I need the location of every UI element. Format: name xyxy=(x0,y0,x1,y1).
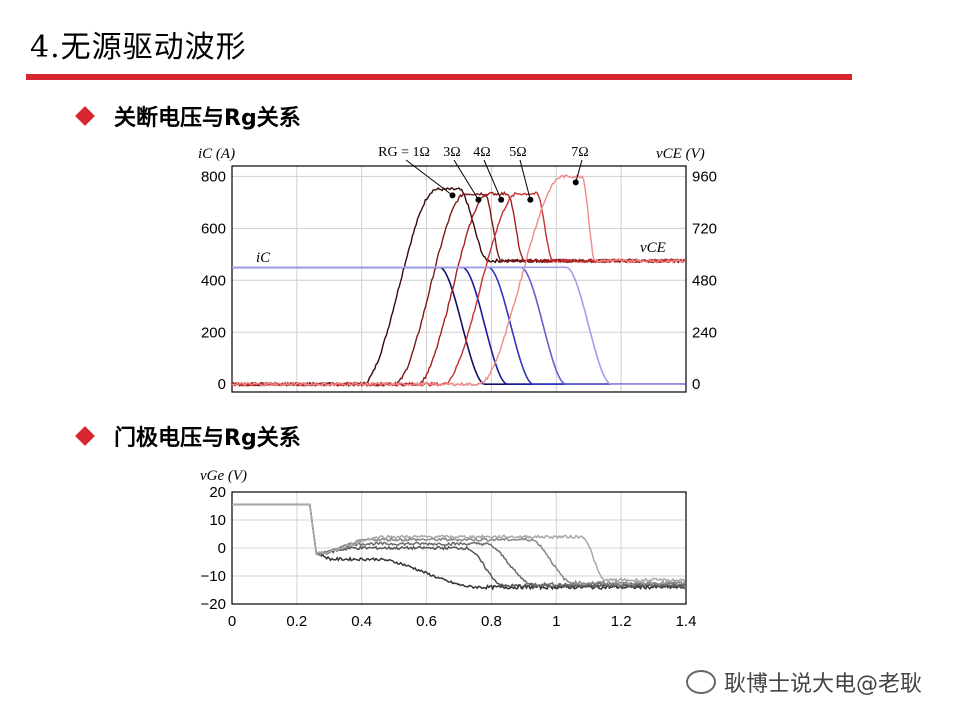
rg-label-1: 3Ω xyxy=(443,145,460,160)
x-tick-label: 0.6 xyxy=(416,613,437,630)
x-tick-label: 1.2 xyxy=(611,613,632,630)
title-rule xyxy=(26,74,852,80)
plot-frame xyxy=(231,165,687,393)
left-tick-label: 200 xyxy=(201,324,226,341)
y-tick-label: −10 xyxy=(201,568,226,585)
right-tick-label: 720 xyxy=(692,220,717,237)
rg-leader-dot xyxy=(449,192,456,199)
x-tick-label: 0.2 xyxy=(286,613,307,630)
y-tick-label: −20 xyxy=(201,596,226,613)
ic-curve-label: iC xyxy=(256,250,271,266)
vge-curve-4 xyxy=(232,503,686,584)
vce-curve-4 xyxy=(231,174,686,388)
x-tick-label: 1 xyxy=(552,613,560,630)
watermark-text: 耿博士说大电@老耿 xyxy=(724,672,923,697)
x-tick-label: 0.8 xyxy=(481,613,502,630)
y-tick-label: 20 xyxy=(209,484,226,501)
x-tick-label: 0 xyxy=(228,613,236,630)
left-tick-label: 600 xyxy=(201,220,226,237)
watermark: 耿博士说大电@老耿 xyxy=(686,666,922,698)
rg-label-2: 4Ω xyxy=(473,145,490,160)
rg-label-0: RG = 1Ω xyxy=(378,145,430,160)
ylabel: vGe (V) xyxy=(200,468,247,484)
rg-leader-line xyxy=(405,159,453,196)
section1-label: 关断电压与Rg关系 xyxy=(114,106,301,131)
right-tick-label: 480 xyxy=(692,272,717,289)
rg-leader-line xyxy=(519,159,531,200)
x-tick-label: 0.4 xyxy=(351,613,372,630)
rg-leader-line xyxy=(575,159,583,183)
ic-curve-4 xyxy=(232,266,685,385)
rg-leader-dot xyxy=(475,196,482,203)
left-tick-label: 400 xyxy=(201,272,226,289)
plot-frame xyxy=(231,491,687,605)
rg-leader-dot xyxy=(498,196,505,203)
x-tick-label: 1.4 xyxy=(676,613,697,630)
left-tick-label: 800 xyxy=(201,168,226,185)
rg-label-4: 7Ω xyxy=(571,145,588,160)
vge-curve-1 xyxy=(232,503,686,589)
section-heading-turnoff: 关断电压与Rg关系 xyxy=(75,100,301,132)
slide-title: 4.无源驱动波形 xyxy=(30,30,247,65)
rg-leader-dot xyxy=(572,179,579,186)
left-tick-label: 0 xyxy=(218,376,226,393)
section2-label: 门极电压与Rg关系 xyxy=(114,426,301,451)
rg-leader-line xyxy=(483,159,502,200)
rg-leader-dot xyxy=(527,196,534,203)
ylabel-left: iC (A) xyxy=(198,146,235,162)
right-tick-label: 0 xyxy=(692,376,700,393)
y-tick-label: 10 xyxy=(209,512,226,529)
rg-leader-line xyxy=(453,159,479,200)
right-tick-label: 240 xyxy=(692,324,717,341)
section-heading-gate: 门极电压与Rg关系 xyxy=(75,420,301,452)
rg-label-3: 5Ω xyxy=(509,145,526,160)
ylabel-right: vCE (V) xyxy=(656,146,705,162)
wechat-icon xyxy=(686,670,716,694)
right-tick-label: 960 xyxy=(692,168,717,185)
y-tick-label: 0 xyxy=(218,540,226,557)
vge-curve-2 xyxy=(232,503,686,588)
vce-curve-label: vCE xyxy=(640,240,666,256)
